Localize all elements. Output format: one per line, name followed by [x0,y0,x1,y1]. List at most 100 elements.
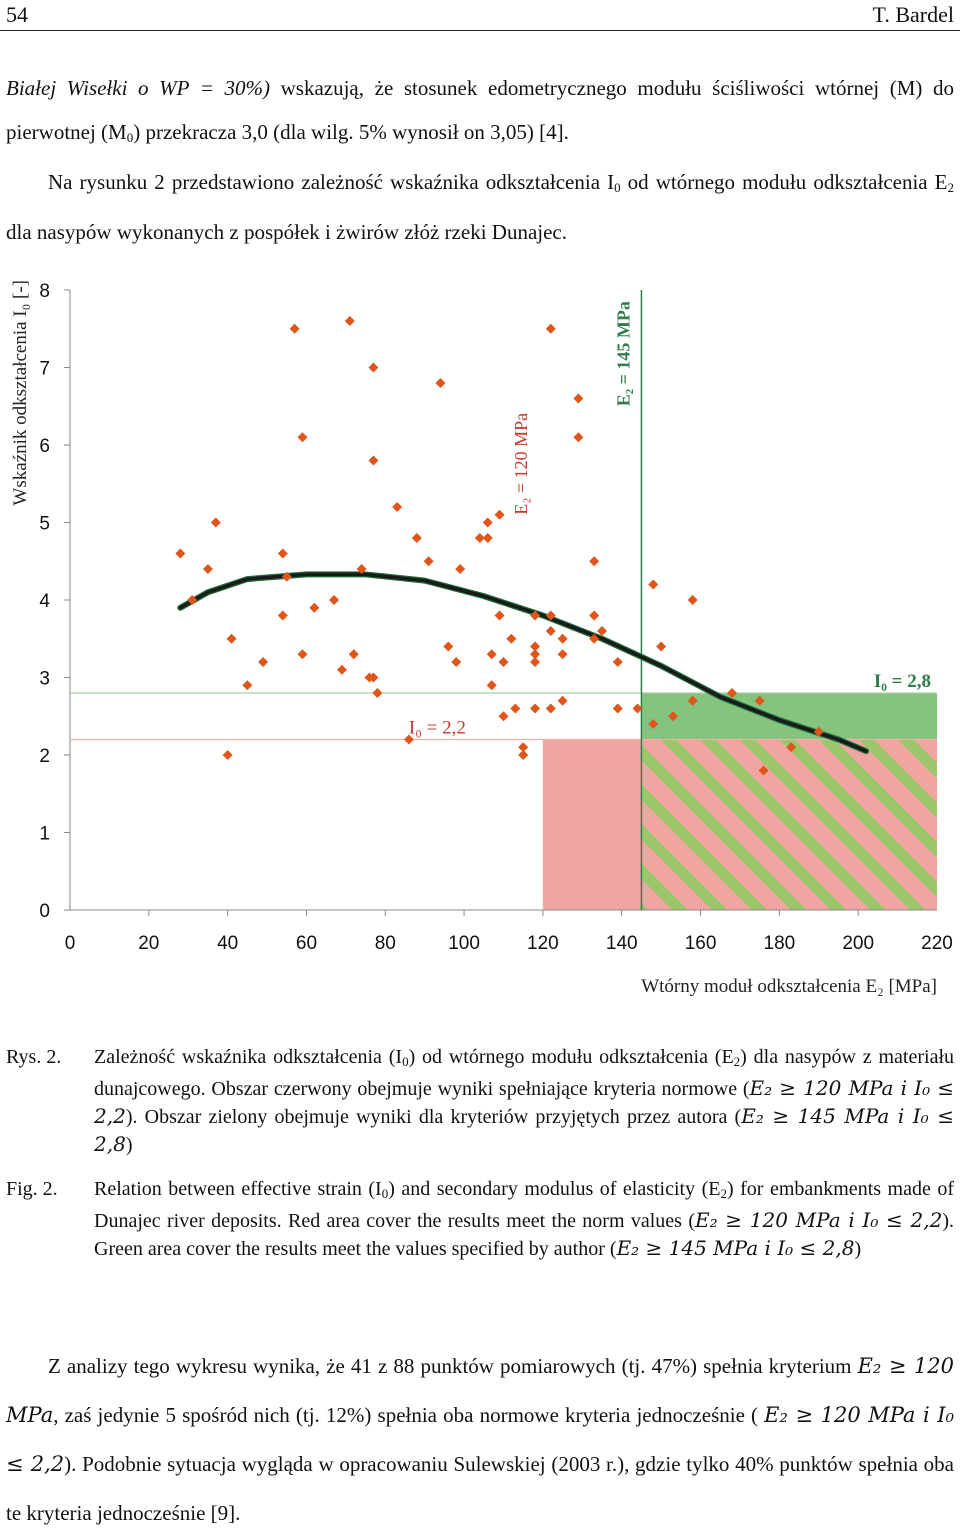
data-point [344,316,355,326]
y-tick-label: 0 [39,901,50,922]
data-point [329,595,340,605]
data-point [486,649,497,660]
data-point [589,556,600,567]
caption-polish: Rys. 2. Zależność wskaźnika odkształceni… [6,1044,954,1174]
data-point [455,564,466,574]
data-point [557,695,568,706]
data-point [530,641,541,652]
label-e2-120: E₂ = 120 MPa [511,413,531,515]
conclusion-paragraph: Z analizy tego wykresu wynika, że 41 z 8… [6,1354,955,1525]
data-point [612,657,623,667]
data-point [530,703,541,714]
caption-english: Fig. 2. Relation between effective strai… [6,1176,954,1306]
data-point [258,657,269,667]
data-point [336,664,347,675]
y-tick-label: 5 [39,514,50,535]
data-point [289,323,300,334]
label-e2-145: E₂ = 145 MPa [614,301,634,406]
data-point [443,641,454,652]
data-point [786,742,797,753]
data-point [202,564,213,574]
region-hatched-overlap [641,739,937,910]
data-point [530,610,541,621]
page-number: 54 [6,2,28,27]
label-i0-2-2: I₀ = 2,2 [409,718,466,739]
data-point [222,750,233,760]
x-tick-label: 120 [527,933,559,954]
data-point [727,688,738,698]
data-point [597,626,608,636]
data-point [423,556,434,567]
figure-2-chart: 0 20 40 60 80 100 120 140 160 180 200 220012345678 … [10,280,953,997]
data-point [309,602,320,613]
data-point [392,502,403,512]
data-point [758,765,769,776]
x-tick-label: 60 [296,933,317,954]
running-author: T. Bardel [872,2,954,27]
data-point [451,657,462,667]
data-point [210,517,221,528]
y-axis-title: Wskaźnik odkształcenia I₀ [-] [10,280,31,506]
caption-text-polish: Zależność wskaźnika odkształcenia (I0) o… [94,1046,955,1156]
data-point [403,734,414,745]
y-tick-label: 8 [39,281,50,302]
data-point [435,378,446,388]
x-tick-label: 20 [138,933,159,954]
data-point [545,323,556,334]
data-point [482,517,493,528]
data-point [510,703,521,714]
caption-label-rys: Rys. 2. [6,1046,62,1068]
data-point [656,641,667,652]
y-tick-label: 1 [39,824,50,845]
data-point [518,742,529,753]
data-point [368,362,379,373]
data-point [494,509,505,520]
x-tick-label: 200 [842,933,874,954]
criterion-norm-en: E₂ ≥ 120 MPa i I₀ ≤ 2,2 [694,1208,943,1232]
data-point [498,657,509,667]
data-point [482,533,493,543]
region-green-author [641,693,937,740]
conclusion-criterion-2: E₂ ≥ 120 MPa i I₀ ≤ 2,2 [6,1403,954,1476]
data-point [573,393,584,404]
y-tick-label: 7 [39,359,50,380]
y-tick-label: 6 [39,436,50,457]
page-header: 54 T. Bardel [0,0,960,31]
data-point [348,649,359,660]
data-point [813,726,824,737]
x-tick-label: 100 [448,933,480,954]
data-point [687,595,698,605]
data-point [368,455,379,466]
data-point [632,703,643,714]
x-tick-label: 160 [685,933,717,954]
data-point [277,610,288,621]
data-point [226,633,237,644]
data-point [297,649,308,660]
caption-text-english: Relation between effective strain (I0) a… [94,1178,954,1260]
data-point [494,610,505,621]
data-point [648,719,659,729]
criterion-author: E₂ ≥ 145 MPa i I₀ ≤ 2,8 [94,1104,954,1156]
data-point [530,657,541,667]
intro-paragraph: Białej Wisełki o WP = 30%) wskazują, że … [6,76,955,244]
data-point [754,695,765,706]
data-point [557,633,568,644]
data-point [506,633,517,644]
criterion-norm: E₂ ≥ 120 MPa i I₀ ≤ 2,2 [94,1076,954,1128]
data-point [486,680,497,691]
data-point [589,633,600,644]
data-point [518,750,529,760]
intro-italic: Białej Wisełki o WP = 30%) [6,76,270,100]
x-tick-label: 140 [606,933,638,954]
data-point [242,680,253,691]
data-point [612,703,623,714]
criterion-author-en: E₂ ≥ 145 MPa i I₀ ≤ 2,8 [616,1236,855,1260]
data-point [175,548,186,559]
data-point [372,688,383,698]
data-point [187,595,198,605]
label-i0-2-8: I₀ = 2,8 [874,671,931,692]
x-tick-label: 180 [764,933,796,954]
data-point [545,626,556,636]
data-point [573,432,584,443]
data-point [530,649,541,660]
